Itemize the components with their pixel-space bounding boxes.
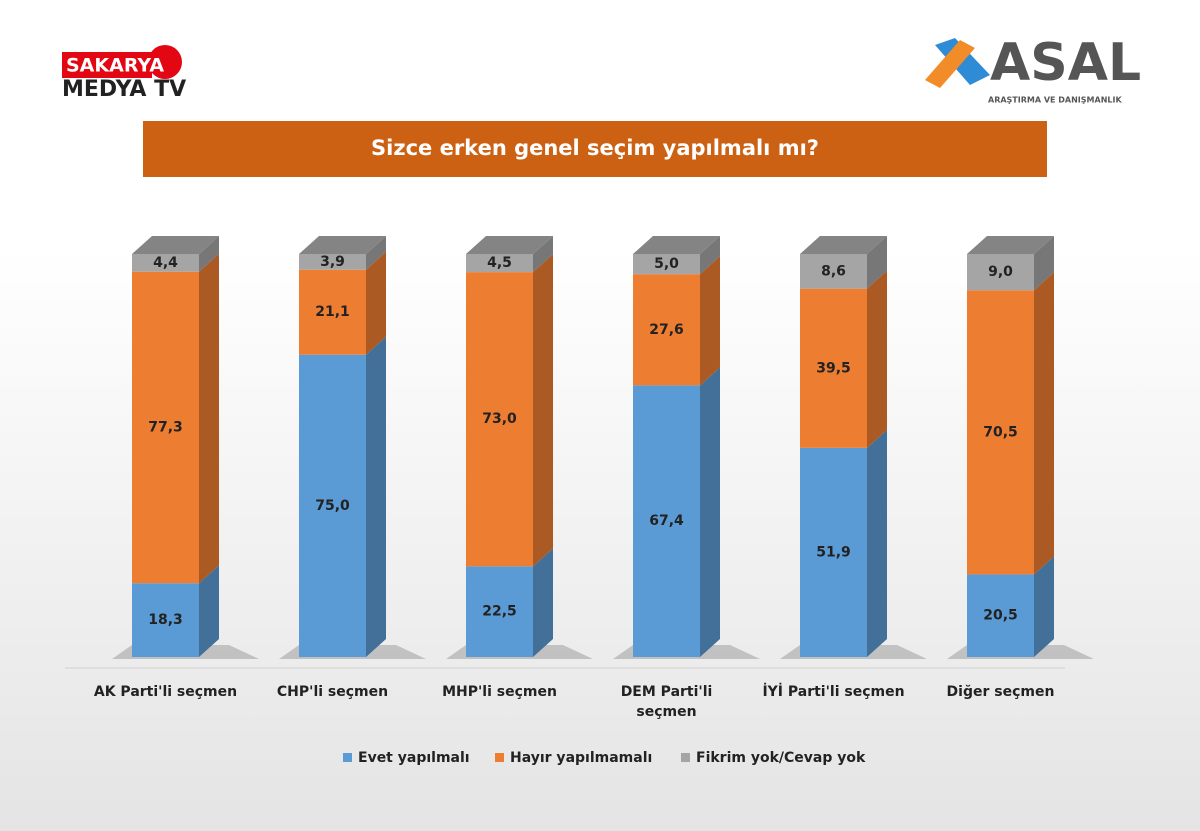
- bar-segment: [967, 290, 1034, 575]
- value-label: 73,0: [482, 411, 517, 427]
- x-tick-label: İYİ Parti'li seçmen: [762, 684, 905, 700]
- logo-box: [62, 52, 152, 78]
- bar-segment: [633, 254, 700, 275]
- bar-top: [967, 236, 1054, 254]
- bar-top: [299, 236, 386, 254]
- bar-segment: [132, 271, 199, 584]
- value-label: 75,0: [315, 498, 350, 514]
- bar-segment: [633, 274, 700, 386]
- logo-globe: [148, 45, 182, 79]
- bar-side: [366, 336, 386, 657]
- value-label: 20,5: [983, 608, 1018, 624]
- value-label: 39,5: [816, 360, 851, 376]
- value-label: 77,3: [148, 419, 183, 435]
- bar-side: [867, 236, 887, 289]
- bar-segment: [132, 254, 199, 272]
- bar-top: [132, 236, 219, 254]
- value-label: 5,0: [654, 256, 679, 272]
- bar-segment: [132, 583, 199, 657]
- bar-segment: [466, 254, 533, 273]
- bar-side: [700, 256, 720, 386]
- x-tick-label: Diğer seçmen: [946, 684, 1055, 700]
- value-label: 4,4: [153, 255, 178, 271]
- bar-segment: [800, 288, 867, 448]
- bar-side: [867, 270, 887, 448]
- x-tick-label: DEM Parti'li seçmen: [620, 684, 713, 720]
- bar-segment: [800, 447, 867, 657]
- value-label: 3,9: [320, 254, 345, 270]
- title-bar: [143, 121, 1047, 177]
- logo-text: MEDYA TV: [62, 77, 186, 102]
- chart-title: Sizce erken genel seçim yapılmalı mı?: [371, 136, 819, 160]
- bar-side: [533, 236, 553, 273]
- bar-segment: [466, 272, 533, 567]
- value-label: 51,9: [816, 544, 851, 560]
- bar-side: [867, 429, 887, 657]
- bar-side: [366, 251, 386, 355]
- bar-side: [533, 254, 553, 567]
- bar-top: [800, 236, 887, 254]
- legend-label: Hayır yapılmamalı: [510, 750, 652, 766]
- value-label: 18,3: [148, 612, 183, 628]
- logo-tagline: ARAŞTIRMA VE DANIŞMANLIK: [988, 96, 1122, 105]
- logo-text: SAKARYA: [66, 55, 164, 77]
- bar-segment: [299, 254, 366, 270]
- value-label: 70,5: [983, 424, 1018, 440]
- bar-segment: [967, 574, 1034, 657]
- bar-segment: [633, 385, 700, 657]
- legend-label: Evet yapılmalı: [358, 750, 470, 766]
- bar-side: [533, 548, 553, 657]
- bar-side: [366, 236, 386, 270]
- value-label: 9,0: [988, 264, 1013, 280]
- legend-label: Fikrim yok/Cevap yok: [696, 750, 866, 766]
- x-tick-label: CHP'li seçmen: [276, 684, 389, 700]
- bar-segment: [967, 254, 1034, 291]
- bar-side: [1034, 236, 1054, 291]
- bar-side: [199, 565, 219, 657]
- logo-text: ASAL: [990, 33, 1141, 93]
- value-label: 27,6: [649, 322, 684, 338]
- legend-swatch: [495, 753, 504, 762]
- value-label: 21,1: [315, 304, 350, 320]
- x-tick-label: AK Parti'li seçmen: [93, 684, 238, 700]
- bar-segment: [299, 269, 366, 355]
- value-label: 22,5: [482, 604, 517, 620]
- x-tick-label: MHP'li seçmen: [442, 684, 557, 700]
- bar-segment: [299, 354, 366, 657]
- value-label: 4,5: [487, 255, 512, 271]
- bar-side: [199, 253, 219, 584]
- bar-segment: [800, 254, 867, 289]
- bar-side: [199, 236, 219, 272]
- bar-segment: [466, 566, 533, 657]
- bar-side: [700, 367, 720, 657]
- bar-side: [700, 236, 720, 275]
- bar-top: [633, 236, 720, 254]
- bar-side: [1034, 556, 1054, 657]
- bar-side: [1034, 272, 1054, 575]
- value-label: 8,6: [821, 263, 846, 279]
- legend-swatch: [343, 753, 352, 762]
- logo-mark: [925, 40, 975, 88]
- bar-top: [466, 236, 553, 254]
- legend-swatch: [681, 753, 690, 762]
- value-label: 67,4: [649, 513, 684, 529]
